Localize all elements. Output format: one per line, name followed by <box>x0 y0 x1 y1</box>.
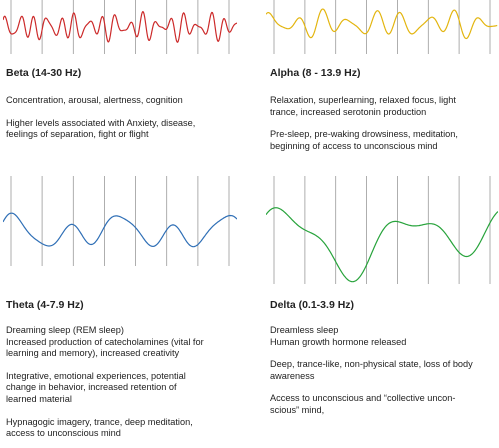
delta-line: Human growth hormone released <box>270 336 407 347</box>
alpha-line: beginning of access to unconscious mind <box>270 140 438 151</box>
delta-paragraph-2: Deep, trance-like, non-physical state, l… <box>270 359 473 382</box>
delta-line: Deep, trance-like, non-physical state, l… <box>270 359 473 370</box>
beta-wave <box>3 0 237 54</box>
delta-wave-line <box>266 207 498 283</box>
delta-line: Access to unconscious and “collective un… <box>270 393 456 404</box>
theta-line: learning and memory), increased creativi… <box>6 348 180 359</box>
theta-line: change in behavior, increased retention … <box>6 382 177 393</box>
alpha-line: Relaxation, superlearning, relaxed focus… <box>270 95 456 105</box>
theta-line: Increased production of catecholamines (… <box>6 336 204 347</box>
delta-line: Dreamless sleep <box>270 325 339 335</box>
alpha-wave <box>266 0 498 54</box>
theta-title: Theta (4-7.9 Hz) <box>6 299 84 311</box>
delta-paragraph-3: Access to unconscious and “collective un… <box>270 393 455 416</box>
alpha-line: Pre-sleep, pre-waking drowsiness, medita… <box>270 129 458 140</box>
beta-paragraph-2: Higher levels associated with Anxiety, d… <box>6 118 195 141</box>
delta-title: Delta (0.1-3.9 Hz) <box>270 299 355 311</box>
theta-paragraph-3: Hypnagogic imagery, trance, deep meditat… <box>6 417 193 440</box>
beta-line: Higher levels associated with Anxiety, d… <box>6 117 196 128</box>
delta-wave <box>266 176 498 284</box>
alpha-title: Alpha (8 - 13.9 Hz) <box>270 67 361 79</box>
alpha-paragraph-2: Pre-sleep, pre-waking drowsiness, medita… <box>270 129 458 152</box>
theta-paragraph-2: Integrative, emotional experiences, pote… <box>6 371 186 406</box>
beta-line: feelings of separation, fight or flight <box>6 129 149 140</box>
beta-wave-line <box>3 11 237 43</box>
theta-wave-line <box>3 212 237 248</box>
alpha-paragraph-1: Relaxation, superlearning, relaxed focus… <box>270 95 456 118</box>
beta-title: Beta (14-30 Hz) <box>6 67 82 79</box>
theta-line: Dreaming sleep (REM sleep) <box>6 325 124 335</box>
alpha-line: trance, increased serotonin production <box>270 106 427 117</box>
theta-line: Integrative, emotional experiences, pote… <box>6 370 186 381</box>
beta-paragraph-1: Concentration, arousal, alertness, cogni… <box>6 95 183 107</box>
theta-line: learned material <box>6 393 72 404</box>
theta-line: access to unconscious mind <box>6 428 121 439</box>
alpha-wave-line <box>266 8 498 40</box>
theta-wave <box>3 176 237 266</box>
delta-line: scious” mind, <box>270 404 325 415</box>
theta-line: Hypnagogic imagery, trance, deep meditat… <box>6 416 193 427</box>
delta-paragraph-1: Dreamless sleep Human growth hormone rele… <box>270 325 406 348</box>
beta-line: Concentration, arousal, alertness, cogni… <box>6 95 183 105</box>
delta-line: awareness <box>270 370 315 381</box>
theta-paragraph-1: Dreaming sleep (REM sleep) Increased prod… <box>6 325 204 360</box>
